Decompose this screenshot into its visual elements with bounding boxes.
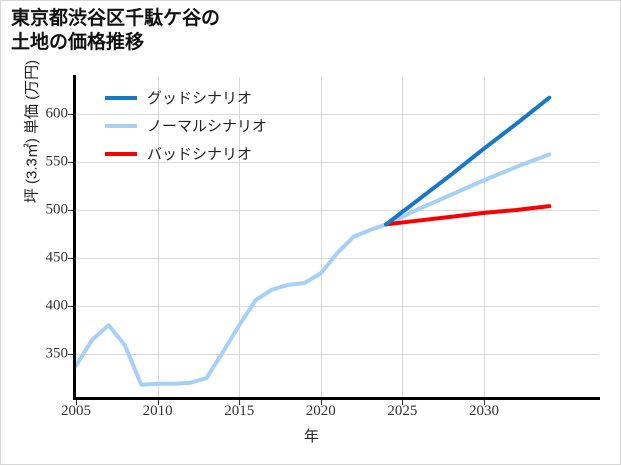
gridline-x-2025 bbox=[402, 77, 404, 398]
series-line-bad bbox=[384, 204, 552, 227]
gridline-y-550 bbox=[75, 162, 599, 163]
legend-swatch-normal-scenario bbox=[105, 123, 137, 128]
gridline-x-2030 bbox=[484, 77, 485, 398]
ytick-label-550: 550 bbox=[45, 153, 69, 170]
ytick-mark-450 bbox=[68, 258, 73, 259]
series-line-good bbox=[384, 95, 552, 227]
xtick-label-2005: 2005 bbox=[61, 403, 91, 419]
gridline-y-400 bbox=[75, 306, 599, 307]
xtick-mark-2005 bbox=[76, 400, 77, 405]
legend: グッドシナリオ ノーマルシナリオ バッドシナリオ bbox=[105, 89, 268, 163]
gridline-y-600 bbox=[75, 114, 599, 115]
xtick-label-2030: 2030 bbox=[469, 403, 499, 419]
legend-item-good-scenario[interactable]: グッドシナリオ bbox=[105, 89, 267, 107]
y-axis-tick-labels: 350 400 450 500 550 600 bbox=[16, 1, 69, 466]
legend-label-bad-scenario: バッドシナリオ bbox=[147, 146, 253, 163]
legend-item-normal-scenario[interactable]: ノーマルシナリオ bbox=[105, 117, 268, 135]
x-axis-label: 年 bbox=[303, 428, 319, 445]
y-axis-label: 坪 (3.3㎡) 単価 (万円) bbox=[23, 59, 41, 204]
gridline-y-500 bbox=[75, 210, 599, 211]
ytick-label-600: 600 bbox=[45, 105, 69, 122]
plot-area bbox=[74, 77, 599, 398]
series-line-normal bbox=[74, 152, 552, 387]
xtick-label-2025: 2025 bbox=[387, 403, 418, 419]
legend-swatch-good-scenario bbox=[105, 95, 137, 100]
ytick-mark-400 bbox=[68, 306, 73, 307]
xtick-mark-2030 bbox=[484, 400, 485, 405]
y-axis-spine bbox=[73, 75, 76, 400]
xtick-mark-2010 bbox=[157, 400, 159, 405]
ytick-label-350: 350 bbox=[45, 345, 69, 362]
ytick-label-400: 400 bbox=[45, 297, 69, 314]
xtick-label-2020: 2020 bbox=[305, 403, 336, 419]
legend-label-good-scenario: グッドシナリオ bbox=[147, 90, 253, 107]
ytick-mark-350 bbox=[68, 354, 73, 355]
ytick-mark-600 bbox=[68, 114, 73, 115]
series-lines bbox=[74, 95, 552, 387]
page-title: 東京都渋谷区千駄ケ谷の 土地の価格推移 bbox=[11, 8, 221, 54]
xtick-label-2015: 2015 bbox=[224, 403, 255, 419]
ytick-label-450: 450 bbox=[45, 249, 69, 266]
plot-background bbox=[75, 77, 599, 398]
gridline-x-2015 bbox=[239, 77, 241, 398]
gridline-y-450 bbox=[75, 258, 599, 259]
xtick-mark-2020 bbox=[320, 400, 322, 405]
legend-label-normal-scenario: ノーマルシナリオ bbox=[147, 118, 268, 135]
gridline-x-2010 bbox=[157, 77, 159, 398]
xtick-label-2010: 2010 bbox=[142, 403, 173, 419]
ytick-mark-550 bbox=[68, 162, 73, 163]
legend-item-bad-scenario[interactable]: バッドシナリオ bbox=[105, 145, 267, 163]
x-axis-spine bbox=[73, 397, 600, 400]
gridline-x-2020 bbox=[320, 77, 322, 398]
xtick-mark-2015 bbox=[239, 400, 241, 405]
legend-swatch-bad-scenario bbox=[105, 151, 137, 156]
gridline-y-350 bbox=[75, 354, 599, 355]
xtick-mark-2025 bbox=[402, 400, 404, 405]
ytick-label-500: 500 bbox=[45, 201, 69, 218]
ytick-mark-500 bbox=[68, 210, 73, 211]
